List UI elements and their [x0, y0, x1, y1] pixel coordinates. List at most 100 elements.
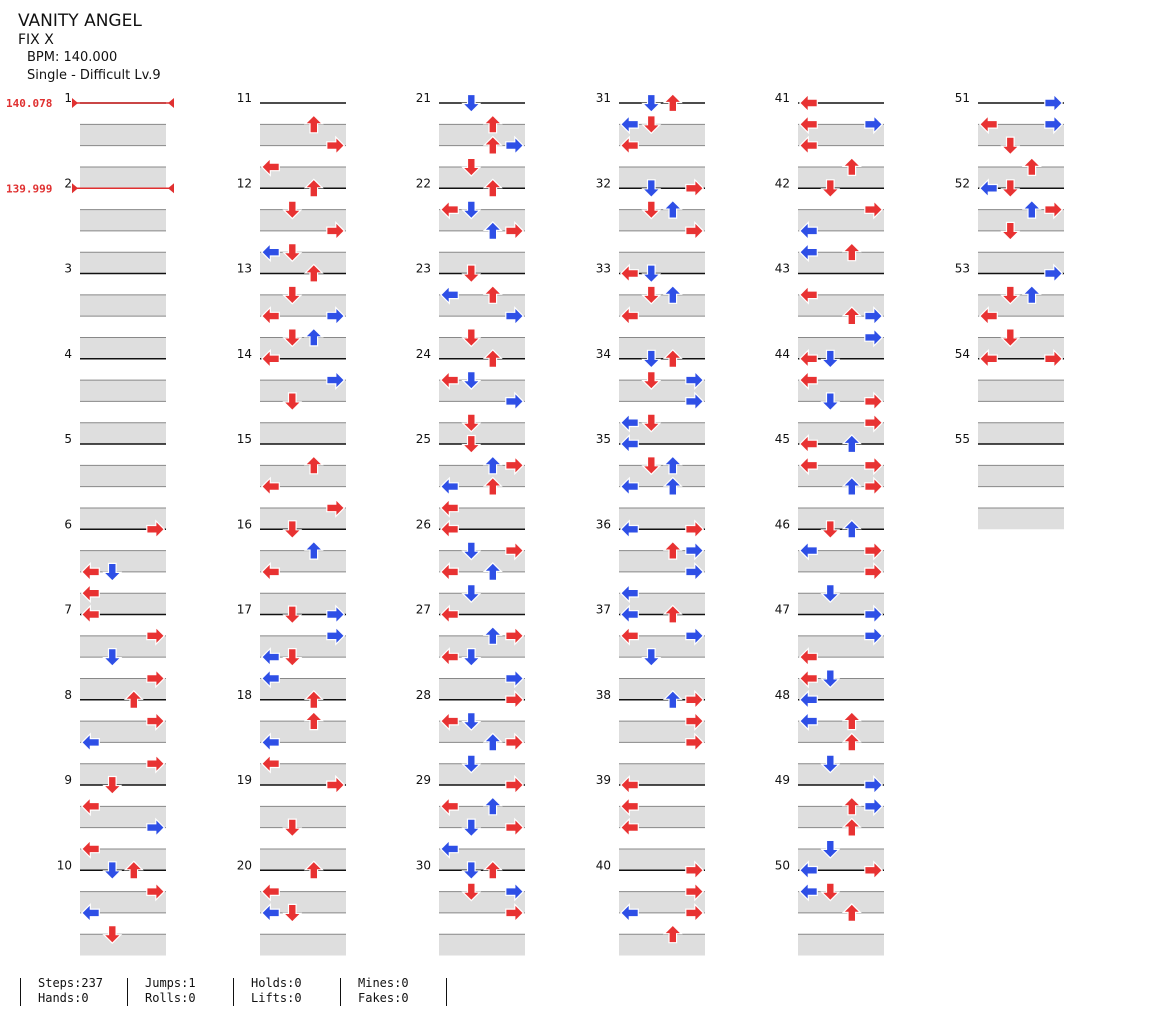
beat-band	[798, 571, 884, 594]
arrow-right-icon	[505, 775, 525, 795]
beat-band	[439, 316, 525, 338]
arrow-right-icon	[146, 817, 166, 838]
arrow-right-icon	[505, 135, 525, 156]
arrow-down-icon	[820, 349, 841, 369]
arrow-up-icon	[841, 817, 862, 837]
measure-number: 3	[64, 262, 72, 276]
beat-band	[260, 742, 346, 764]
beat-band	[80, 635, 166, 658]
beat-band	[260, 145, 346, 167]
beat-band	[619, 827, 705, 849]
arrow-down-icon	[282, 328, 303, 348]
arrow-left-icon	[798, 711, 818, 732]
arrow-left-icon	[260, 647, 280, 668]
beat-band	[439, 848, 525, 871]
arrow-left-icon	[439, 497, 459, 518]
arrow-up-icon	[303, 689, 324, 709]
arrow-left-icon	[260, 242, 280, 263]
arrow-down-icon	[282, 200, 303, 220]
beat-band	[619, 912, 705, 935]
beat-band	[439, 507, 525, 530]
measure-number: 31	[596, 91, 611, 105]
beat-band	[80, 827, 166, 849]
arrow-down-icon	[461, 371, 482, 390]
stat-hands: Hands:0	[38, 991, 89, 1005]
arrow-left-icon	[619, 817, 639, 838]
arrow-down-icon	[641, 200, 662, 220]
arrow-right-icon	[685, 711, 705, 732]
arrow-down-icon	[1000, 136, 1021, 156]
arrow-right-icon	[146, 625, 166, 646]
arrow-down-icon	[282, 285, 303, 305]
arrow-up-icon	[303, 327, 324, 347]
arrow-left-icon	[619, 135, 639, 156]
beat-band	[439, 209, 525, 231]
arrow-up-icon	[123, 860, 144, 880]
beat-band	[439, 166, 525, 189]
arrow-left-icon	[260, 476, 280, 497]
measure-number: 15	[237, 432, 252, 446]
arrow-down-icon	[102, 925, 123, 945]
arrow-down-icon	[461, 754, 482, 774]
bpm-change-label: 139.999	[6, 182, 52, 195]
arrow-left-icon	[439, 199, 459, 220]
beat-band	[260, 422, 346, 444]
arrow-down-icon	[1000, 221, 1021, 241]
arrow-down-icon	[641, 285, 662, 305]
arrow-up-icon	[841, 434, 862, 454]
arrow-right-icon	[864, 327, 884, 348]
arrow-down-icon	[641, 93, 662, 113]
arrow-left-icon	[439, 519, 459, 540]
beat-band	[798, 145, 884, 167]
stats-group-4: Mines:0 Fakes:0	[358, 976, 409, 1006]
arrow-right-icon	[864, 775, 884, 795]
beat-band	[978, 230, 1064, 253]
arrow-down-icon	[641, 115, 662, 135]
beat-band	[80, 230, 166, 253]
beat-band	[80, 678, 166, 700]
beat-band	[260, 209, 346, 231]
arrow-down-icon	[820, 179, 841, 199]
beat-band	[260, 230, 346, 253]
arrow-left-icon	[798, 135, 818, 156]
arrow-right-icon	[864, 625, 884, 646]
arrow-left-icon	[619, 519, 639, 540]
beat-band	[80, 486, 166, 508]
arrow-down-icon	[282, 392, 303, 412]
arrow-right-icon	[864, 796, 884, 817]
beat-band	[619, 507, 705, 530]
beat-band	[80, 507, 166, 530]
arrow-right-icon	[864, 860, 884, 881]
arrow-right-icon	[685, 519, 705, 540]
measure-number: 55	[955, 432, 970, 446]
measure-number: 35	[596, 432, 611, 446]
arrow-up-icon	[662, 689, 683, 709]
arrow-right-icon	[864, 561, 884, 582]
measure-number: 53	[955, 262, 970, 276]
beat-band	[439, 635, 525, 658]
arrow-left-icon	[619, 114, 639, 135]
arrow-right-icon	[326, 497, 346, 518]
beat-band	[619, 657, 705, 679]
arrow-right-icon	[864, 540, 884, 561]
stat-rolls: Rolls:0	[145, 991, 196, 1005]
arrow-left-icon	[80, 604, 100, 625]
arrow-down-icon	[102, 775, 123, 795]
beat-band	[439, 571, 525, 594]
arrow-right-icon	[1044, 199, 1064, 220]
beat-band	[798, 209, 884, 231]
beat-band	[798, 891, 884, 913]
beat-band	[619, 230, 705, 253]
measure-number: 51	[955, 91, 970, 105]
arrow-right-icon	[326, 775, 346, 795]
arrow-left-icon	[439, 604, 459, 625]
beat-band	[260, 465, 346, 487]
arrow-left-icon	[798, 114, 818, 135]
beat-band	[619, 465, 705, 487]
arrow-right-icon	[685, 540, 705, 561]
beat-band	[439, 486, 525, 508]
arrow-right-icon	[505, 455, 525, 476]
beat-band	[260, 806, 346, 828]
arrow-left-icon	[619, 583, 639, 604]
stats-separator	[233, 978, 234, 1006]
